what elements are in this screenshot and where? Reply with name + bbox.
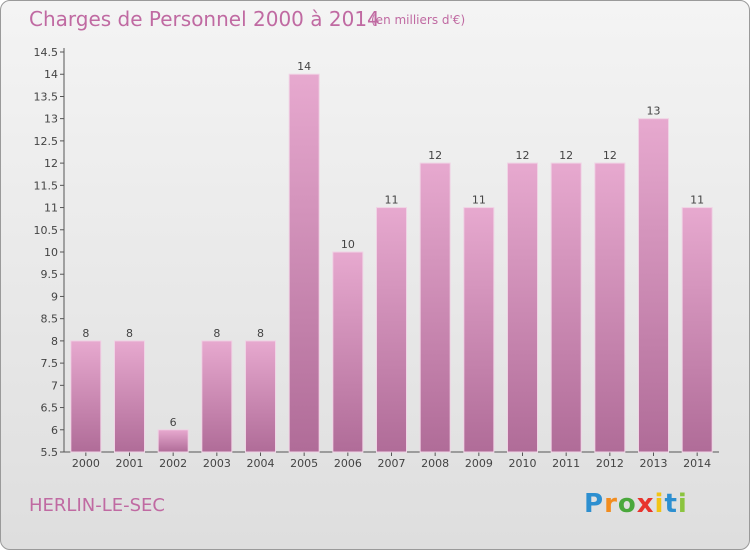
y-tick-label: 10.5 [34, 224, 59, 237]
bar-value-label: 8 [257, 327, 264, 340]
bar[interactable] [376, 207, 407, 453]
x-tick-label: 2013 [640, 457, 668, 470]
y-tick-label: 9.5 [41, 268, 59, 281]
bar[interactable] [419, 162, 451, 453]
commune-name: HERLIN-LE-SEC [29, 495, 165, 516]
y-tick-label: 11.5 [34, 179, 59, 192]
y-tick-label: 14 [44, 68, 58, 81]
bar-value-label: 8 [213, 327, 220, 340]
y-tick-label: 7.5 [41, 357, 59, 370]
bar[interactable] [70, 340, 102, 453]
y-tick-label: 13 [44, 113, 58, 126]
y-tick-label: 11 [44, 202, 58, 215]
x-tick-label: 2014 [683, 457, 711, 470]
y-tick-label: 9 [51, 290, 58, 303]
x-tick-label: 2001 [116, 457, 144, 470]
bar-value-label: 8 [126, 327, 133, 340]
bar-value-label: 12 [559, 149, 573, 162]
bar[interactable] [157, 429, 189, 453]
bar-value-label: 6 [170, 416, 177, 429]
y-tick-label: 8 [51, 335, 58, 348]
y-tick-label: 13.5 [34, 90, 59, 103]
logo-letter: i [677, 489, 688, 519]
y-tick-label: 6.5 [41, 402, 59, 415]
y-tick-label: 12.5 [34, 135, 59, 148]
chart-title: Charges de Personnel 2000 à 2014 [29, 7, 380, 31]
chart-subtitle: (en milliers d'€) [371, 13, 466, 27]
x-axis: 2000 2001 2002 2003 2004 2005 2006 2007 2008 2009… [64, 451, 719, 470]
bar-value-label: 11 [472, 194, 486, 207]
bar-value-label: 12 [428, 149, 442, 162]
logo-letter: x [636, 489, 655, 519]
logo-letter: o [617, 489, 637, 519]
x-tick-label: 2009 [465, 457, 493, 470]
bar-value-label: 8 [82, 327, 89, 340]
x-tick-label: 2006 [334, 457, 362, 470]
y-axis: 5.5 6 6.5 7 7.5 8 8.5 9 9.5 10 10.5 11 11.5 12 12.5 13 1… [34, 46, 65, 459]
proxiti-logo[interactable]: Proxiti [584, 489, 688, 519]
bar[interactable] [332, 251, 364, 453]
y-tick-label: 10 [44, 246, 58, 259]
logo-letter: t [664, 489, 678, 519]
bar[interactable] [550, 162, 582, 453]
logo-letter: r [604, 489, 618, 519]
x-tick-label: 2000 [72, 457, 100, 470]
bar[interactable] [114, 340, 145, 453]
x-tick-label: 2011 [552, 457, 580, 470]
bar-value-label: 11 [690, 194, 704, 207]
bar[interactable] [463, 207, 495, 453]
x-tick-label: 2003 [203, 457, 231, 470]
bar-value-label: 12 [603, 149, 617, 162]
logo-letter: P [584, 489, 605, 519]
y-tick-label: 5.5 [41, 446, 59, 459]
bar-value-label: 12 [516, 149, 530, 162]
x-tick-label: 2008 [421, 457, 449, 470]
y-tick-label: 7 [51, 379, 58, 392]
bar[interactable] [681, 207, 713, 453]
bar[interactable] [638, 118, 669, 453]
x-tick-label: 2007 [378, 457, 406, 470]
x-tick-label: 2012 [596, 457, 624, 470]
bar[interactable] [594, 162, 626, 453]
y-tick-label: 14.5 [34, 46, 59, 59]
x-tick-label: 2004 [247, 457, 275, 470]
bar[interactable] [507, 162, 538, 453]
x-tick-label: 2010 [509, 457, 537, 470]
bar-value-label: 13 [647, 105, 661, 118]
bar-value-label: 14 [297, 60, 311, 73]
bars: 8 8 6 8 8 14 10 11 12 11 12 12 12 13 11 [70, 60, 713, 453]
y-tick-label: 12 [44, 157, 58, 170]
bar[interactable] [245, 340, 276, 453]
bar[interactable] [288, 73, 320, 453]
bar[interactable] [201, 340, 233, 453]
x-tick-label: 2002 [159, 457, 187, 470]
logo-letter: i [654, 489, 665, 519]
bar-value-label: 10 [341, 238, 355, 251]
y-tick-label: 6 [51, 424, 58, 437]
x-tick-label: 2005 [290, 457, 318, 470]
y-tick-label: 8.5 [41, 313, 59, 326]
bar-value-label: 11 [385, 194, 399, 207]
